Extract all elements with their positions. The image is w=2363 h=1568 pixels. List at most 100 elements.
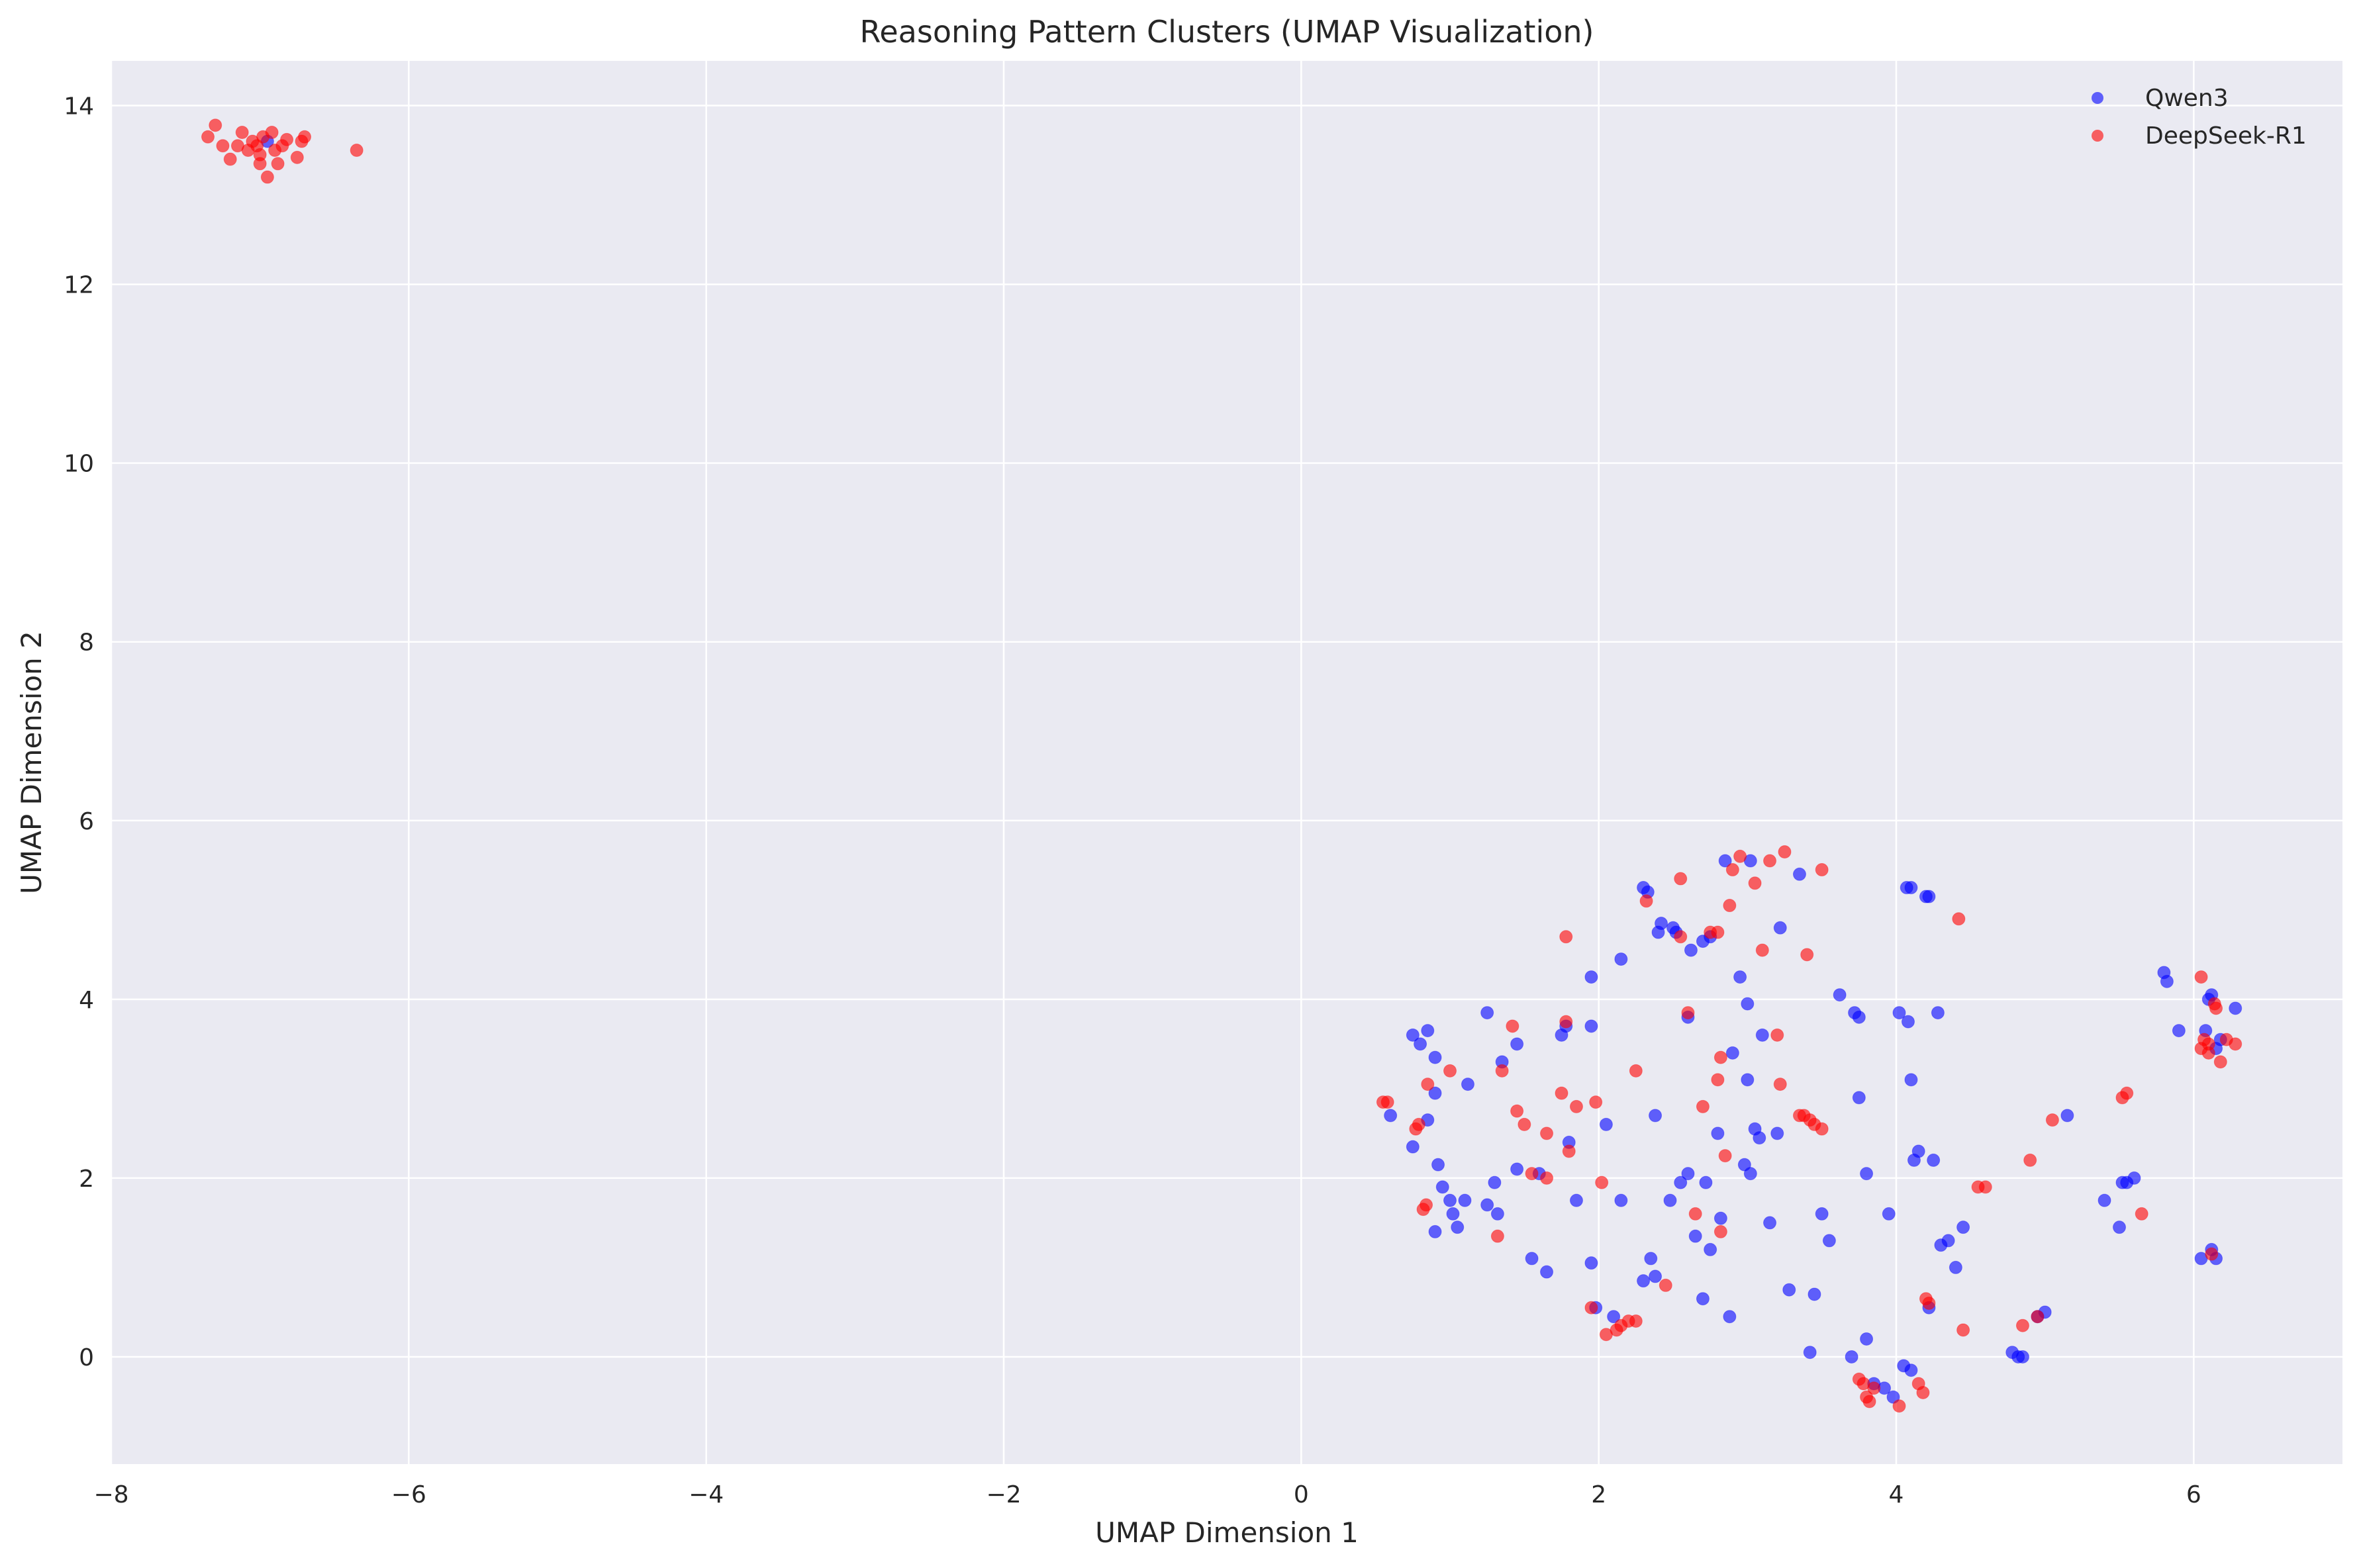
x-tick-label: −4 [689, 1481, 724, 1508]
y-tick-label: 12 [64, 272, 94, 299]
y-axis-label: UMAP Dimension 2 [15, 631, 48, 894]
data-point [1931, 1006, 1945, 1020]
data-point [265, 126, 279, 140]
data-point [1688, 1207, 1702, 1221]
data-point [1733, 970, 1747, 984]
data-point [1763, 854, 1777, 868]
data-point [1443, 1193, 1457, 1207]
data-point [1867, 1381, 1881, 1395]
data-point [1696, 1099, 1710, 1113]
data-point [1559, 1015, 1573, 1029]
data-point [1808, 1287, 1821, 1301]
data-point [1733, 849, 1747, 863]
data-point [1833, 988, 1847, 1002]
data-point [1713, 1224, 1727, 1238]
data-point [280, 132, 294, 146]
data-point [1782, 1283, 1796, 1297]
chart-title: Reasoning Pattern Clusters (UMAP Visuali… [859, 14, 1594, 50]
series-deepseek-r1 [201, 118, 2242, 1413]
data-point [1803, 1346, 1817, 1360]
data-point [1431, 1158, 1445, 1172]
data-point [1773, 1078, 1787, 1091]
data-point [1862, 1395, 1876, 1408]
data-point [1428, 1050, 1442, 1064]
legend-label-deepseek-r1: DeepSeek-R1 [2145, 122, 2307, 150]
data-point [1461, 1078, 1474, 1091]
data-point [1490, 1229, 1504, 1243]
data-point [1713, 1211, 1727, 1225]
data-point [2113, 1221, 2126, 1234]
data-point [2127, 1171, 2141, 1185]
data-point [290, 150, 304, 164]
data-point [1584, 970, 1598, 984]
data-point [2209, 1001, 2223, 1015]
data-point [1704, 1242, 1717, 1256]
data-point [1748, 876, 1762, 890]
data-point [1713, 1050, 1727, 1064]
data-point [1569, 1193, 1583, 1207]
x-tick-label: 4 [1889, 1481, 1904, 1508]
data-point [1681, 1006, 1695, 1020]
data-point [1510, 1162, 1524, 1176]
data-point [1723, 1310, 1737, 1324]
data-point [1711, 1127, 1725, 1140]
data-point [1978, 1180, 1992, 1194]
x-tick-label: −6 [391, 1481, 426, 1508]
data-point [1949, 1260, 1962, 1274]
data-point [1518, 1117, 1531, 1131]
data-point [1637, 1274, 1651, 1288]
data-point [1595, 1176, 1609, 1189]
data-point [1852, 1091, 1866, 1105]
data-point [1741, 1073, 1755, 1087]
data-point [1584, 1301, 1598, 1314]
data-point [1778, 845, 1792, 859]
data-point [1711, 1073, 1725, 1087]
data-point [1451, 1221, 1465, 1234]
series-qwen3 [260, 134, 2242, 1404]
data-point [1655, 917, 1668, 931]
legend-marker-qwen3 [2092, 92, 2103, 104]
data-point [1904, 881, 1918, 895]
data-point [1699, 1176, 1713, 1189]
data-point [1901, 1015, 1915, 1029]
data-point [1421, 1024, 1435, 1038]
data-point [1886, 1390, 1900, 1404]
data-point [1510, 1037, 1524, 1051]
data-point [1525, 1167, 1539, 1181]
legend-label-qwen3: Qwen3 [2145, 85, 2229, 112]
data-point [1725, 863, 1739, 877]
data-point [1755, 1028, 1769, 1042]
data-point [1510, 1104, 1524, 1118]
data-point [1753, 1131, 1766, 1145]
data-point [1629, 1064, 1643, 1078]
data-point [2060, 1109, 2074, 1123]
data-point [1892, 1006, 1906, 1020]
data-point [1488, 1176, 1502, 1189]
data-point [1916, 1385, 1930, 1399]
data-point [1495, 1064, 1509, 1078]
data-point [350, 144, 363, 158]
data-point [1737, 1158, 1751, 1172]
data-point [253, 157, 267, 171]
data-point [2045, 1113, 2059, 1127]
data-point [2031, 1310, 2045, 1324]
y-tick-label: 14 [64, 93, 94, 120]
data-point [1956, 1221, 1970, 1234]
data-point [1763, 1216, 1777, 1230]
data-point [1770, 1028, 1784, 1042]
y-tick-label: 6 [79, 808, 94, 835]
legend: Qwen3 DeepSeek-R1 [2092, 85, 2307, 150]
data-point [1380, 1095, 1394, 1109]
data-point [1723, 899, 1737, 913]
data-point [1480, 1006, 1494, 1020]
data-point [1927, 1153, 1941, 1167]
legend-marker-deepseek-r1 [2092, 130, 2103, 142]
data-point [1540, 1171, 1554, 1185]
data-point [209, 118, 222, 132]
data-point [1770, 1127, 1784, 1140]
data-point [1428, 1224, 1442, 1238]
data-point [1922, 890, 1936, 903]
x-axis-label: UMAP Dimension 1 [1095, 1516, 1359, 1549]
data-point [1956, 1323, 1970, 1337]
data-point [1852, 1010, 1866, 1024]
